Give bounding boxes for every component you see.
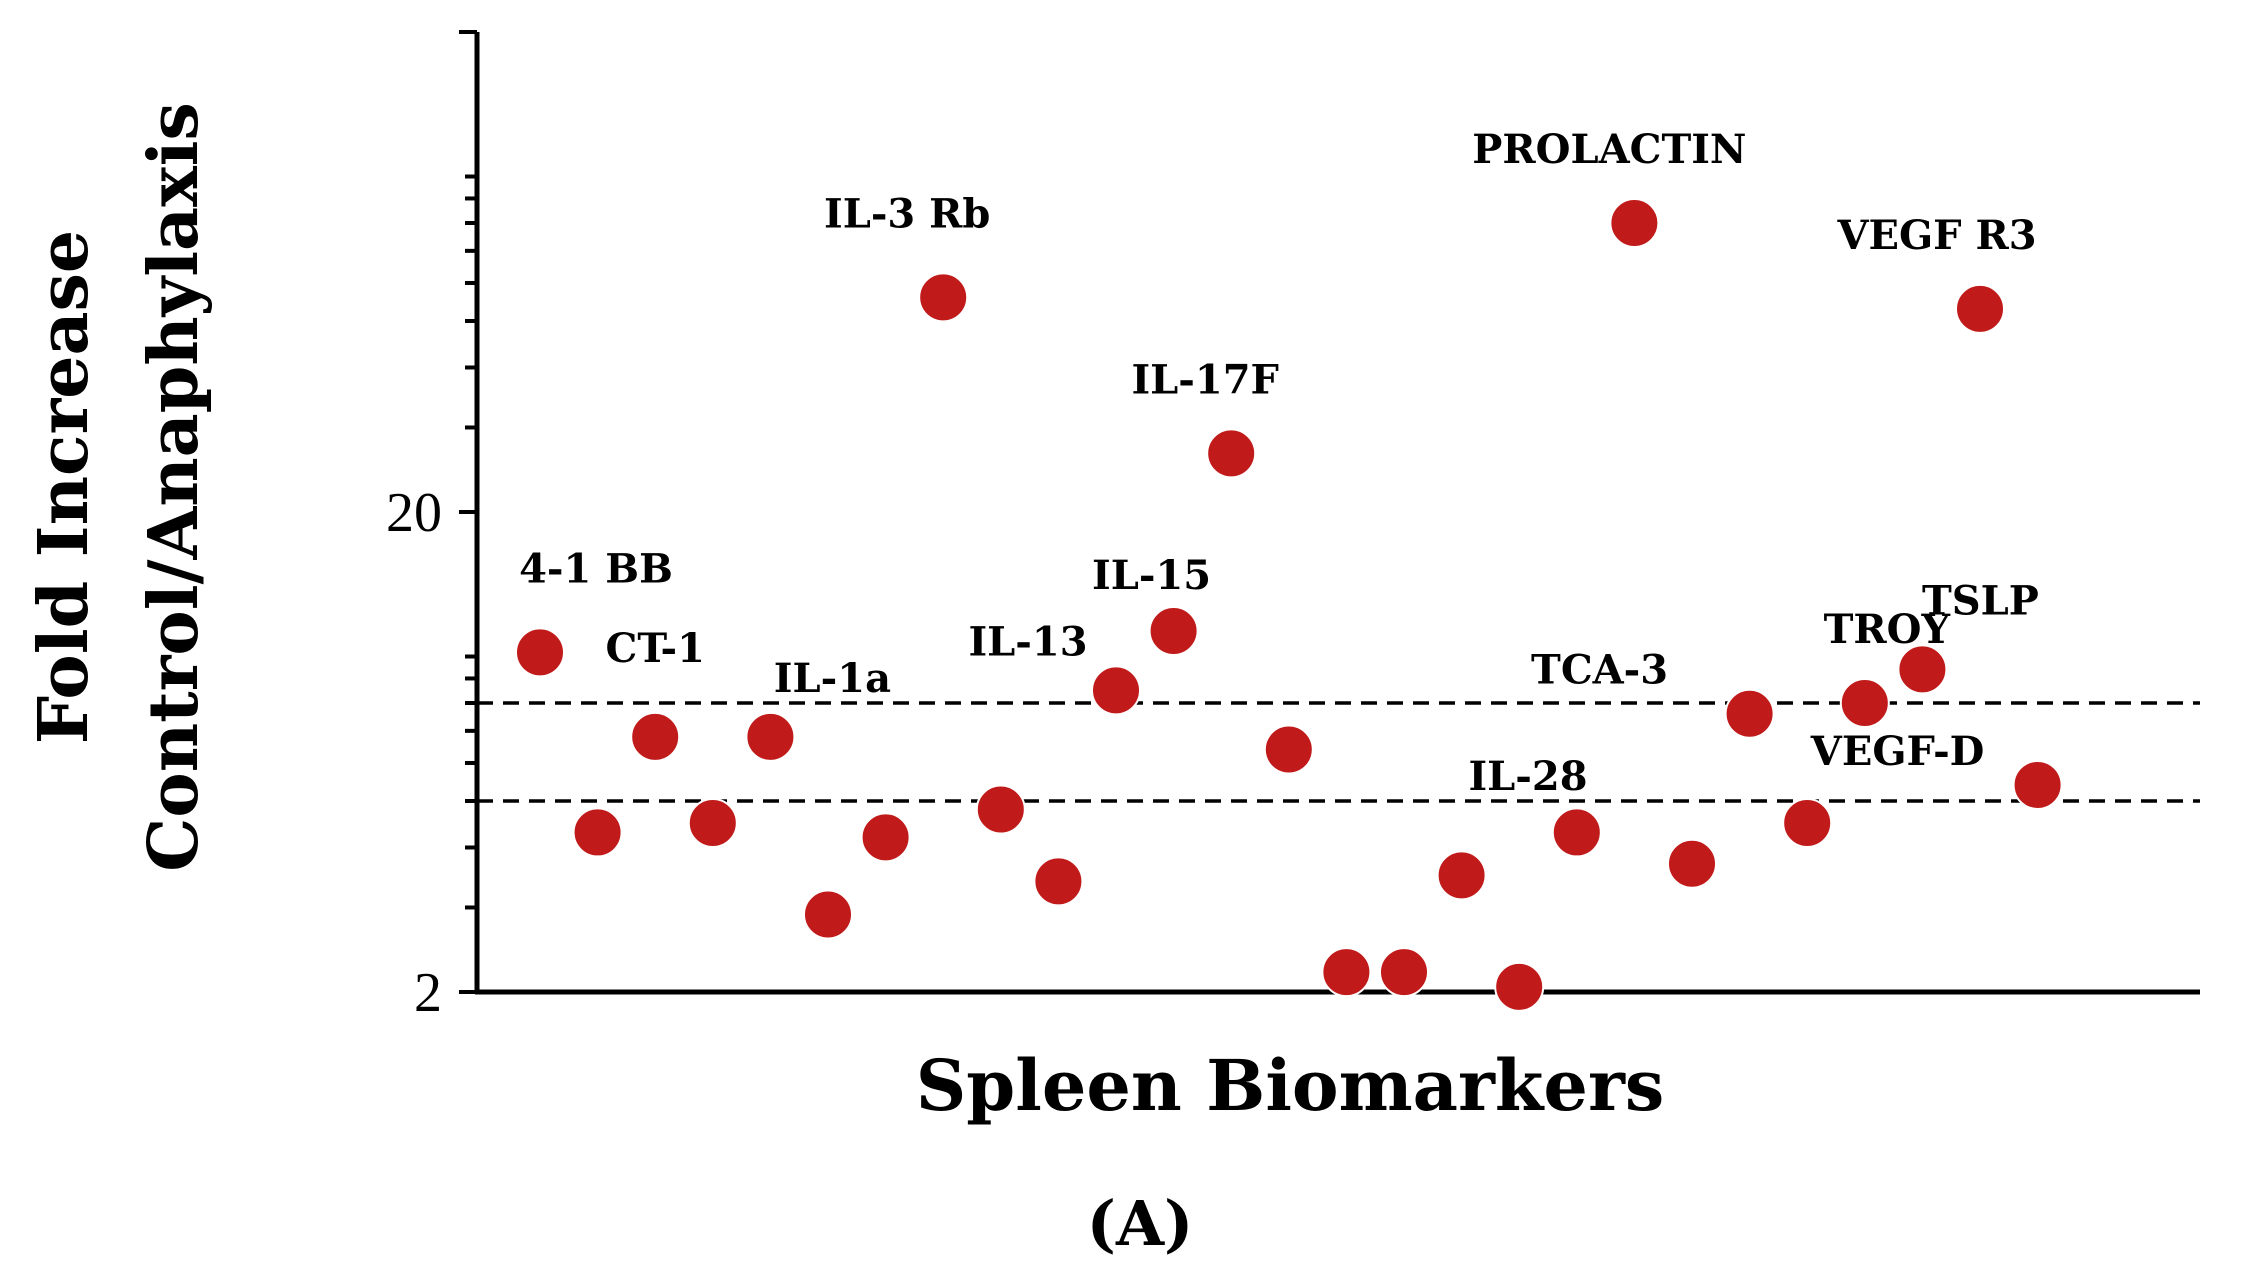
data-point bbox=[1494, 961, 1545, 1012]
point-label: IL-17F bbox=[1131, 356, 1279, 403]
y-tick-labels: 20 2 bbox=[386, 482, 442, 1024]
data-point bbox=[572, 807, 623, 858]
point-label: 4-1 BB bbox=[519, 545, 673, 592]
point-label: TCA-3 bbox=[1531, 647, 1668, 694]
y-axis-label-line2: Control/Anaphylaxis bbox=[134, 102, 214, 871]
data-point bbox=[1839, 678, 1890, 729]
data-point bbox=[1206, 428, 1257, 479]
data-point bbox=[515, 627, 565, 678]
data-point bbox=[803, 889, 853, 940]
data-point bbox=[1436, 850, 1487, 901]
y-tick-label: 20 bbox=[386, 482, 442, 544]
data-point bbox=[1321, 947, 1372, 998]
data-point bbox=[2012, 759, 2063, 810]
reference-lines bbox=[477, 701, 2200, 803]
point-label: IL-15 bbox=[1092, 552, 1211, 599]
data-point bbox=[1782, 797, 1833, 848]
y-tick-label: 2 bbox=[414, 962, 442, 1024]
data-point bbox=[1551, 807, 1602, 858]
data-points bbox=[515, 198, 2063, 1012]
panel-label: (A) bbox=[1087, 1187, 1194, 1260]
data-point bbox=[1667, 838, 1717, 889]
axes bbox=[459, 30, 2200, 995]
data-point bbox=[630, 711, 681, 762]
point-label: PROLACTIN bbox=[1472, 126, 1746, 173]
data-point bbox=[918, 272, 969, 323]
point-label: IL-1a bbox=[774, 655, 891, 702]
point-label: IL-28 bbox=[1468, 753, 1587, 800]
point-label: TSLP bbox=[1922, 577, 2039, 624]
point-label: CT-1 bbox=[605, 625, 704, 672]
data-point bbox=[860, 812, 911, 863]
point-label: VEGF-D bbox=[1810, 728, 1985, 775]
data-point bbox=[1609, 198, 1660, 249]
x-axis-label: Spleen Biomarkers bbox=[916, 1044, 1665, 1127]
data-point bbox=[1724, 688, 1775, 739]
data-point bbox=[1033, 856, 1084, 907]
data-point bbox=[975, 784, 1026, 835]
point-label: TROY bbox=[1824, 606, 1951, 653]
data-point bbox=[1148, 606, 1199, 657]
y-axis-label-line1: Fold Increase bbox=[24, 230, 104, 744]
point-label: VEGF R3 bbox=[1836, 212, 2036, 259]
data-point bbox=[1379, 947, 1429, 998]
point-label: IL-3 Rb bbox=[824, 190, 990, 237]
data-point bbox=[1263, 724, 1314, 775]
data-point bbox=[1091, 665, 1141, 716]
point-label: IL-13 bbox=[968, 618, 1087, 665]
data-point bbox=[745, 711, 796, 762]
data-point bbox=[687, 797, 738, 848]
data-point bbox=[1897, 644, 1948, 695]
data-point bbox=[1955, 283, 2005, 334]
